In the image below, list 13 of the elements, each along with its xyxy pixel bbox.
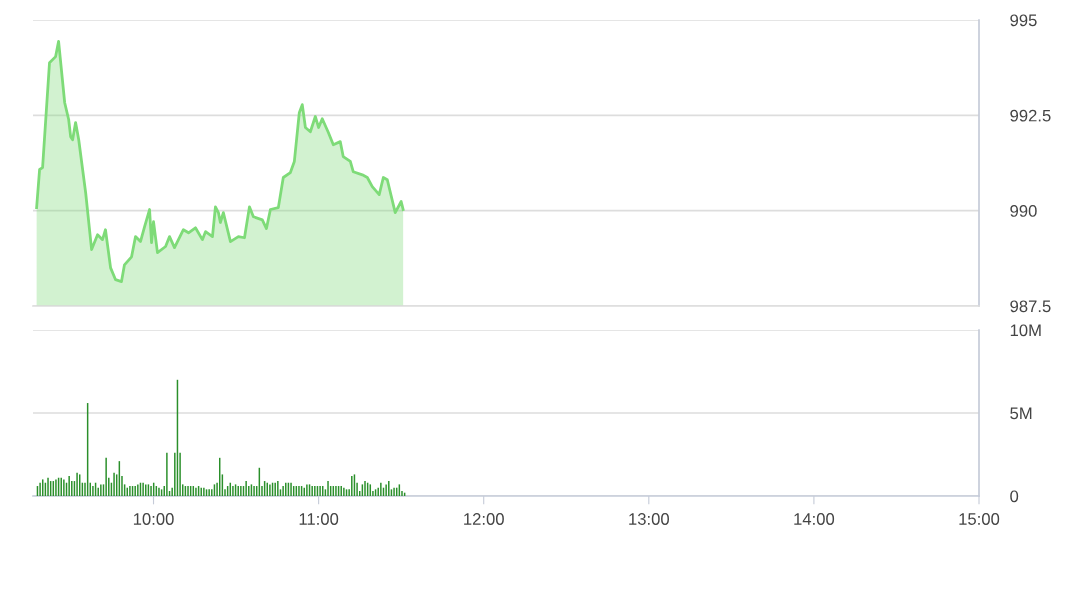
x-tick-label: 15:00 — [959, 513, 1000, 525]
x-tick-label: 12:00 — [464, 513, 504, 525]
y-tick-label: 995 — [1010, 14, 1037, 27]
y-tick-label: 987.5 — [1010, 300, 1051, 313]
y-tick-label: 10M — [1010, 324, 1041, 337]
y-tick-label: 0 — [1010, 490, 1019, 503]
x-tick-label: 11:00 — [299, 513, 339, 525]
y-tick-label: 5M — [1010, 407, 1032, 420]
x-tick-label: 14:00 — [794, 513, 835, 525]
y-tick-label: 992.5 — [1010, 109, 1051, 122]
y-tick-label: 990 — [1010, 205, 1037, 217]
x-tick-label: 10:00 — [133, 513, 174, 525]
x-tick-label: 13:00 — [629, 513, 670, 525]
